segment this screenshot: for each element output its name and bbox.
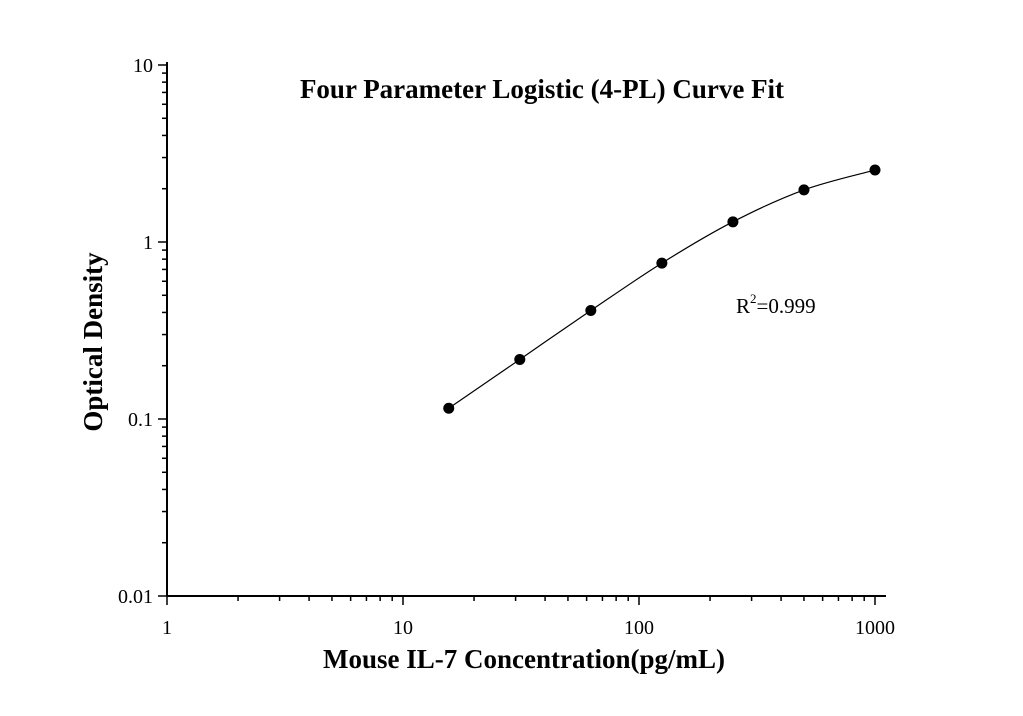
y-tick-label: 0.01 <box>118 586 153 608</box>
y-tick-label: 0.1 <box>128 409 153 431</box>
data-point <box>585 305 597 317</box>
x-tick-label: 1 <box>162 617 172 639</box>
data-point <box>514 353 526 365</box>
x-tick-label: 1000 <box>855 617 895 639</box>
data-points <box>443 164 881 414</box>
data-point <box>727 216 739 228</box>
r-squared-annotation: R2=0.999 <box>736 291 816 318</box>
r-value: =0.999 <box>757 294 816 318</box>
x-tick-label: 10 <box>393 617 413 639</box>
data-point <box>443 402 455 414</box>
chart-title: Four Parameter Logistic (4-PL) Curve Fit <box>300 74 784 104</box>
axes <box>166 62 886 597</box>
x-tick-label: 100 <box>624 617 654 639</box>
data-point <box>798 184 810 196</box>
r-superscript: 2 <box>750 291 757 306</box>
ticks: 1 10 100 1000 0.01 0.1 1 10 <box>118 55 895 639</box>
y-tick-label: 1 <box>143 232 153 254</box>
data-point <box>656 257 668 269</box>
x-axis-label: Mouse IL-7 Concentration(pg/mL) <box>323 644 725 674</box>
y-tick-label: 10 <box>133 55 153 77</box>
fit-curve <box>448 169 876 409</box>
data-point <box>869 164 881 176</box>
r-symbol: R <box>736 294 750 318</box>
y-axis-label: Optical Density <box>78 252 108 432</box>
